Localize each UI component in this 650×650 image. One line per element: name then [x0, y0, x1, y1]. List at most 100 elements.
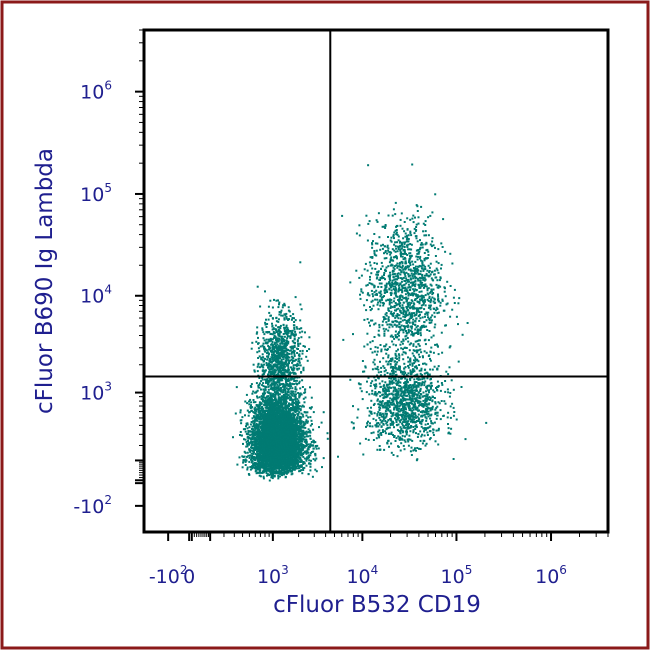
- event-dot: [302, 467, 305, 470]
- event-dot: [246, 445, 249, 448]
- event-dot: [240, 434, 243, 437]
- event-dot: [302, 463, 305, 465]
- event-dot: [250, 449, 253, 452]
- event-dot: [284, 426, 287, 429]
- event-dot: [261, 420, 264, 423]
- event-dot: [262, 409, 265, 412]
- event-dot: [290, 445, 293, 448]
- event-dot: [262, 417, 264, 420]
- event-dot: [262, 475, 265, 478]
- event-dot: [273, 417, 276, 420]
- event-dot: [279, 410, 282, 412]
- event-dot: [271, 477, 274, 480]
- event-dot: [265, 441, 268, 444]
- event-dot: [290, 422, 293, 425]
- event-dot: [285, 419, 288, 422]
- event-dot: [262, 411, 264, 413]
- event-dot: [300, 469, 303, 472]
- event-dot: [249, 406, 252, 408]
- event-dot: [267, 443, 270, 446]
- event-dot: [282, 421, 285, 424]
- event-dot: [262, 465, 264, 468]
- event-dot: [278, 457, 281, 460]
- event-dot: [299, 437, 302, 440]
- event-dot: [299, 417, 302, 420]
- event-dot: [267, 401, 270, 404]
- event-dot: [258, 396, 261, 399]
- event-dot: [288, 418, 291, 421]
- event-dot: [286, 410, 289, 413]
- event-dot: [302, 455, 305, 458]
- event-dot: [298, 415, 301, 418]
- event-dot: [252, 462, 255, 465]
- event-dot: [298, 417, 301, 420]
- event-dot: [255, 382, 258, 385]
- event-dot: [261, 441, 264, 444]
- event-dot: [296, 429, 299, 432]
- event-dot: [248, 456, 251, 459]
- event-dot: [254, 444, 257, 447]
- event-dot: [296, 456, 299, 459]
- event-dot: [257, 429, 260, 432]
- event-dot: [263, 415, 266, 418]
- event-dot: [283, 386, 286, 388]
- event-dot: [296, 409, 299, 412]
- event-dot: [274, 472, 277, 475]
- event-dot: [293, 442, 296, 445]
- event-dot: [246, 402, 249, 405]
- event-dot: [284, 413, 287, 416]
- event-dot: [297, 438, 300, 441]
- event-dot: [244, 428, 246, 431]
- event-dot: [307, 448, 310, 451]
- event-dot: [270, 421, 273, 424]
- event-dot: [250, 452, 253, 455]
- event-dot: [291, 404, 294, 406]
- event-dot: [308, 454, 311, 457]
- event-dot: [297, 453, 300, 456]
- event-dot: [274, 430, 276, 433]
- event-dot: [267, 385, 270, 388]
- event-dot: [258, 420, 261, 423]
- event-dot: [257, 471, 260, 474]
- event-dot: [282, 394, 285, 396]
- event-dot: [278, 406, 281, 409]
- event-dot: [265, 466, 268, 469]
- event-dot: [306, 411, 309, 414]
- event-dot: [292, 425, 295, 428]
- event-dot: [252, 401, 255, 404]
- event-dot: [262, 462, 265, 465]
- event-dot: [262, 388, 265, 391]
- event-dot: [297, 463, 300, 466]
- event-dot: [265, 399, 268, 402]
- event-dot: [294, 457, 297, 459]
- event-dot: [261, 470, 264, 473]
- event-dot: [255, 446, 258, 449]
- event-dot: [289, 429, 292, 432]
- event-dot: [251, 454, 254, 457]
- event-dot: [283, 473, 286, 476]
- event-dot: [250, 421, 253, 423]
- event-dot: [290, 415, 293, 418]
- event-dot: [253, 422, 255, 425]
- event-dot: [294, 425, 297, 428]
- event-dot: [256, 450, 258, 453]
- event-dot: [259, 442, 262, 445]
- event-dot: [275, 436, 277, 439]
- event-dot: [253, 419, 256, 422]
- event-dot: [257, 432, 260, 435]
- event-dot: [279, 408, 282, 411]
- event-dot: [277, 424, 280, 426]
- event-dot: [273, 406, 276, 409]
- event-dot: [291, 455, 294, 457]
- event-dot: [300, 421, 303, 424]
- event-dot: [272, 457, 275, 459]
- event-dot: [267, 431, 270, 434]
- event-dot: [275, 408, 278, 410]
- event-dot: [265, 451, 268, 454]
- event-dot: [258, 410, 261, 413]
- event-dot: [250, 461, 253, 464]
- event-dot: [275, 469, 278, 472]
- event-dot: [262, 421, 265, 424]
- event-dot: [275, 421, 278, 424]
- event-dot: [259, 411, 262, 414]
